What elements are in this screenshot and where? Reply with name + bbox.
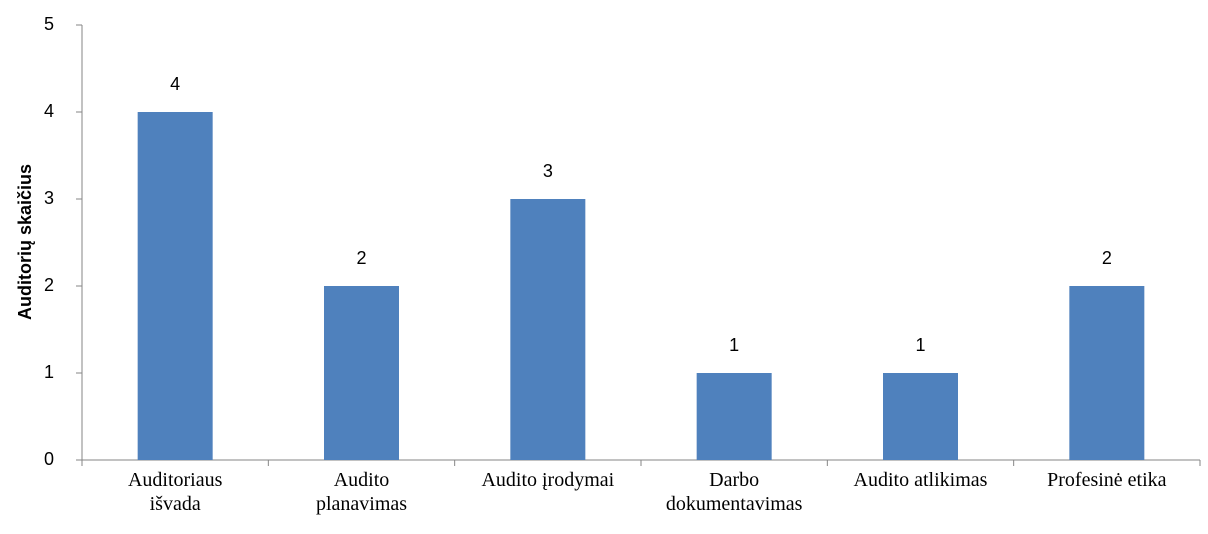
y-tick-label: 4 [44, 101, 54, 121]
data-label: 1 [915, 335, 925, 355]
bar [324, 286, 399, 460]
bar [510, 199, 586, 460]
y-tick-label: 2 [44, 275, 54, 295]
y-tick-label: 5 [44, 14, 54, 34]
x-tick-label: Profesinė etika [1047, 469, 1167, 491]
bar [1069, 286, 1145, 460]
data-label: 3 [543, 161, 553, 181]
x-tick-label: Audito planavimas [315, 469, 408, 515]
y-tick-label: 3 [44, 188, 54, 208]
data-label: 2 [356, 248, 366, 268]
y-axis-label: Auditorių skaičius [15, 164, 35, 320]
bar [696, 373, 772, 460]
x-tick-label: Audito atlikimas [853, 469, 988, 491]
bar [137, 112, 213, 460]
data-label: 2 [1102, 248, 1112, 268]
y-tick-label: 1 [44, 362, 54, 382]
data-label: 4 [170, 74, 180, 94]
x-tick-label: Audito įrodymai [481, 469, 615, 491]
x-tick-label: Darbo dokumentavimas [665, 469, 803, 515]
x-tick-label: Auditoriaus išvada [127, 469, 223, 515]
bar [883, 373, 958, 460]
data-label: 1 [729, 335, 739, 355]
y-tick-label: 0 [44, 449, 54, 469]
